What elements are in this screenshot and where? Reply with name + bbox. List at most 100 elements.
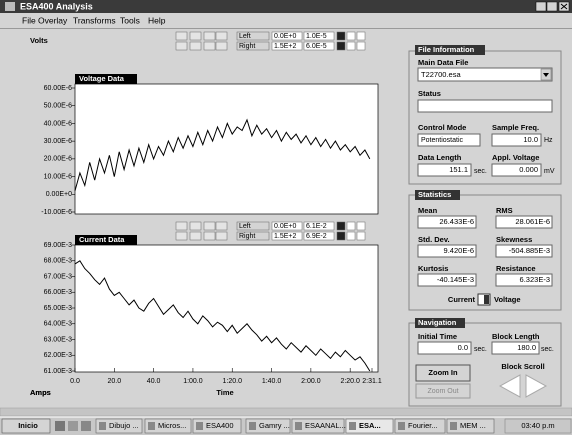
range-value[interactable]: 0.0E+0 — [274, 33, 296, 40]
toggle-label[interactable]: Voltage — [494, 295, 521, 304]
initial-time-box[interactable] — [417, 341, 472, 355]
toolbar-icon[interactable] — [215, 41, 228, 51]
sample-freq-box[interactable] — [491, 133, 542, 147]
range-button[interactable] — [356, 41, 366, 51]
file-combobox[interactable] — [417, 67, 553, 82]
range-box[interactable] — [303, 221, 335, 231]
range-box[interactable] — [271, 41, 303, 51]
quick-icon[interactable] — [81, 421, 91, 431]
range-button[interactable] — [346, 41, 356, 51]
field-value[interactable]: T22700.esa — [421, 70, 461, 79]
block-length-box[interactable] — [491, 341, 540, 355]
task-label[interactable]: ESAANAL... — [305, 421, 346, 430]
toolbar-icon[interactable] — [215, 221, 228, 231]
zoom-in-button[interactable] — [415, 364, 471, 382]
range-button[interactable] — [356, 221, 366, 231]
field-value[interactable]: 180.0 — [517, 343, 536, 352]
stat-box — [417, 244, 477, 258]
toolbar-icon[interactable] — [203, 31, 216, 41]
toolbar-icon[interactable] — [189, 221, 202, 231]
zoom-out-label[interactable]: Zoom Out — [427, 388, 458, 395]
task-label[interactable]: Micros... — [158, 421, 186, 430]
toolbar-icon[interactable] — [203, 41, 216, 51]
range-box[interactable] — [303, 31, 335, 41]
maximize[interactable] — [546, 1, 558, 12]
stat-label: Std. Dev. — [418, 235, 450, 244]
range-value[interactable]: 6.0E-5 — [306, 43, 327, 50]
block-scroll-label: Block Scroll — [501, 362, 544, 371]
toolbar-icon[interactable] — [175, 31, 188, 41]
menu-item[interactable]: Transforms — [73, 15, 116, 25]
range-value[interactable]: 0.0E+0 — [274, 223, 296, 230]
quick-icon[interactable] — [55, 421, 65, 431]
stat-label: Mean — [418, 206, 438, 215]
toolbar-icon[interactable] — [175, 41, 188, 51]
stat-value: -40.145E-3 — [437, 275, 474, 284]
task-button[interactable] — [446, 418, 495, 434]
task-label[interactable]: ESA... — [359, 421, 381, 430]
task-button[interactable] — [245, 418, 291, 434]
start-label[interactable]: Inicio — [18, 421, 38, 430]
quick-icon[interactable] — [68, 421, 78, 431]
range-box[interactable] — [303, 231, 335, 241]
task-button[interactable] — [291, 418, 345, 434]
minimize[interactable] — [535, 1, 547, 12]
range-value[interactable]: 1.5E+2 — [274, 43, 296, 50]
scroll-left[interactable] — [498, 374, 521, 398]
task-button[interactable] — [345, 418, 394, 434]
range-button[interactable] — [346, 231, 356, 241]
range-button[interactable] — [356, 231, 366, 241]
range-button[interactable] — [336, 41, 346, 51]
task-label[interactable]: MEM ... — [460, 421, 486, 430]
task-label[interactable]: Dibujo ... — [109, 421, 139, 430]
range-button[interactable] — [346, 221, 356, 231]
task-label[interactable]: Gamry ... — [259, 421, 290, 430]
zoom-in-label[interactable]: Zoom In — [428, 368, 458, 377]
range-box[interactable] — [271, 221, 303, 231]
menu-item[interactable]: File — [22, 15, 36, 25]
task-button[interactable] — [192, 418, 242, 434]
task-button[interactable] — [144, 418, 192, 434]
range-button[interactable] — [336, 31, 346, 41]
range-value[interactable]: 6.9E-2 — [306, 233, 327, 240]
task-button[interactable] — [394, 418, 446, 434]
menu-item[interactable]: Tools — [120, 15, 140, 25]
toolbar-icon[interactable] — [175, 231, 188, 241]
toggle-label[interactable]: Current — [448, 295, 476, 304]
toolbar-icon[interactable] — [189, 231, 202, 241]
toggle-knob — [484, 295, 489, 304]
field-value[interactable]: 0.0 — [458, 343, 468, 352]
range-button[interactable] — [346, 31, 356, 41]
range-button[interactable] — [356, 31, 366, 41]
toolbar-icon[interactable] — [203, 221, 216, 231]
menu-item[interactable]: Help — [148, 15, 166, 25]
toolbar-icon[interactable] — [215, 31, 228, 41]
y-tick-label: 69.00E-3 — [44, 242, 73, 249]
task-label[interactable]: Fourier... — [408, 421, 438, 430]
toolbar-icon[interactable] — [215, 231, 228, 241]
range-box[interactable] — [271, 231, 303, 241]
range-value[interactable]: 1.5E+2 — [274, 233, 296, 240]
range-value[interactable]: 1.0E-5 — [306, 33, 327, 40]
y-tick-label: 64.00E-3 — [44, 321, 73, 328]
range-value[interactable]: 6.1E-2 — [306, 223, 327, 230]
zoom-out-button[interactable] — [415, 383, 471, 399]
menu-item[interactable]: Overlay — [38, 15, 68, 25]
range-box[interactable] — [303, 41, 335, 51]
data-line — [74, 118, 371, 191]
toolbar-icon[interactable] — [175, 221, 188, 231]
task-label[interactable]: ESA400 — [206, 421, 234, 430]
y-tick-label: 0.00E+0 — [46, 191, 72, 198]
start-button[interactable] — [1, 418, 51, 434]
toolbar-icon[interactable] — [189, 41, 202, 51]
range-button[interactable] — [336, 221, 346, 231]
toolbar-icon[interactable] — [189, 31, 202, 41]
scroll-right[interactable] — [525, 374, 548, 398]
field-value: 10.0 — [523, 135, 538, 144]
toolbar-icon[interactable] — [203, 231, 216, 241]
range-box[interactable] — [271, 31, 303, 41]
task-button[interactable] — [95, 418, 143, 434]
stat-value: -504.885E-3 — [509, 246, 550, 255]
unit: sec. — [541, 346, 554, 353]
range-button[interactable] — [336, 231, 346, 241]
